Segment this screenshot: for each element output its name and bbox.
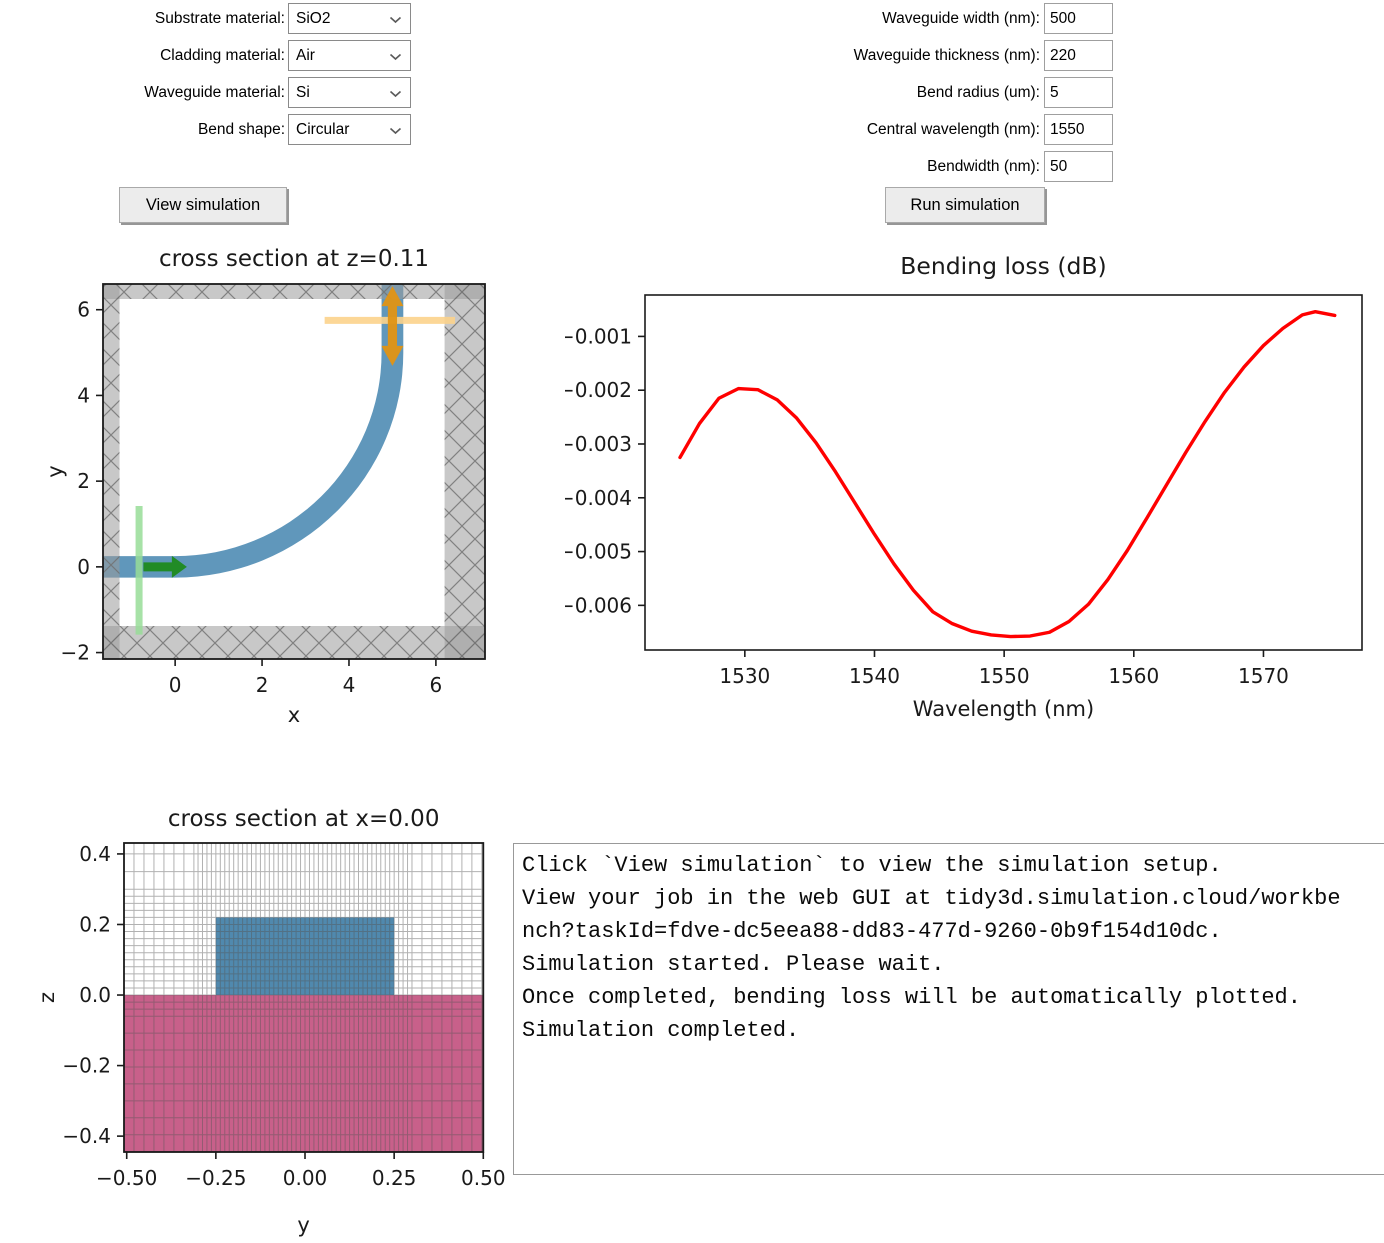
x-tick-label: 1560 [1108,664,1159,688]
y-tick-label: 4 [77,383,90,407]
console-text: Click `View simulation` to view the simu… [522,853,1341,1043]
y-tick-label: 0.0 [79,983,111,1007]
y-tick-label: 2 [77,469,90,493]
form-row: Bendwidth (nm): [640,151,1113,182]
chevron-down-icon [389,127,402,135]
y-tick-label: 0.4 [79,842,111,866]
waveguide-material-select[interactable]: Si [288,77,411,108]
x-tick-label: 0.25 [372,1166,417,1190]
y-tick-label: −0.2 [62,1054,111,1078]
x-tick-label: 1570 [1238,664,1289,688]
y-tick-label: −0.003 [565,432,632,456]
source-direction-arrow [143,555,187,578]
x-tick-label: 4 [343,673,356,697]
chevron-down-icon [389,53,402,61]
y-axis-label: y [43,465,67,477]
substrate-material-value: SiO2 [296,10,331,27]
form-row: Central wavelength (nm): [640,114,1113,145]
bend-shape-label: Bend shape: [197,121,285,138]
y-tick-label: 0.2 [79,912,111,936]
central-wavelength-input[interactable] [1044,114,1113,145]
y-tick-label: −0.004 [565,486,632,510]
view-simulation-button[interactable]: View simulation [119,187,287,223]
waveguide-width-input[interactable] [1044,3,1113,34]
waveguide-material-label: Waveguide material: [144,84,285,101]
substrate-material-select[interactable]: SiO2 [288,3,411,34]
chevron-down-icon [389,16,402,24]
waveguide-core-region [215,917,395,996]
waveguide-width-label: Waveguide width (nm): [882,10,1040,27]
x-tick-label: 0 [169,673,182,697]
y-tick-label: −0.001 [565,324,632,348]
bend-shape-select[interactable]: Circular [288,114,411,145]
yz-cross-section-plot: −0.50 −0.25 0.00 0.25 0.50 0.4 0.2 0.0 −0.2 −0.4 c… [35,806,506,1237]
bend-shape-value: Circular [296,121,350,138]
waveguide-material-value: Si [296,84,310,101]
form-row: Bend shape: Circular [2,114,411,145]
y-tick-label: 0 [77,555,90,579]
x-tick-label: 6 [430,673,443,697]
x-tick-label: 2 [256,673,269,697]
plot-title: cross section at z=0.11 [159,246,429,272]
console-output[interactable]: Click `View simulation` to view the simu… [513,843,1384,1175]
bendwidth-label: Bendwidth (nm): [927,158,1040,175]
pml-hatch [444,284,485,659]
waveguide-thickness-input[interactable] [1044,40,1113,71]
x-tick-label: 1540 [849,664,900,688]
xy-cross-section-plot: 0 2 4 6 −2 0 2 4 6 cross section at z=0.11 x y [43,246,486,727]
monitor-double-arrow [381,286,404,366]
bending-loss-curve [678,309,1337,639]
pml-hatch [103,284,485,299]
x-tick-label: −0.25 [185,1166,246,1190]
waveguide-bend-shape [103,284,404,578]
x-axis-label: x [288,703,300,727]
cladding-material-label: Cladding material: [160,47,285,64]
y-tick-label: −0.4 [62,1124,111,1148]
axes-frame [123,842,485,1153]
substrate-material-label: Substrate material: [154,10,285,27]
bend-radius-label: Bend radius (um): [916,84,1040,101]
bending-loss-plot: 1530 1540 1550 1560 1570 −0.001 −0.002 −0.003 −0… [565,252,1363,721]
form-row: Waveguide material: Si [2,77,411,108]
x-axis-label: y [297,1213,309,1237]
form-row: Substrate material: SiO2 [2,3,411,34]
pml-hatch [103,284,120,659]
form-row: Cladding material: Air [2,40,411,71]
run-simulation-button[interactable]: Run simulation [885,187,1045,223]
axes-frame [102,283,486,660]
x-tick-label: 0.50 [461,1166,506,1190]
y-tick-label: −0.006 [565,593,632,617]
x-tick-label: −0.50 [96,1166,157,1190]
x-tick-label: 0.00 [283,1166,328,1190]
form-row: Waveguide thickness (nm): [640,40,1113,71]
cladding-material-select[interactable]: Air [288,40,411,71]
y-tick-label: 6 [77,298,90,322]
plot-title: Bending loss (dB) [900,252,1106,280]
chevron-down-icon [389,90,402,98]
x-tick-label: 1550 [979,664,1030,688]
y-tick-label: −2 [61,641,90,665]
x-tick-label: 1530 [719,664,770,688]
y-axis-label: z [35,992,59,1003]
mesh-grid [124,843,484,1153]
waveguide-thickness-label: Waveguide thickness (nm): [853,47,1040,64]
y-tick-label: −0.005 [565,540,632,564]
bend-radius-input[interactable] [1044,77,1113,108]
substrate-region [124,995,484,1152]
plot-title: cross section at x=0.00 [168,806,440,832]
central-wavelength-label: Central wavelength (nm): [866,121,1040,138]
pml-hatch [103,626,485,659]
y-tick-label: −0.002 [565,378,632,402]
form-row: Waveguide width (nm): [640,3,1113,34]
x-axis-label: Wavelength (nm) [913,697,1094,721]
cladding-material-value: Air [296,47,315,64]
form-row: Bend radius (um): [640,77,1113,108]
bendwidth-input[interactable] [1044,151,1113,182]
